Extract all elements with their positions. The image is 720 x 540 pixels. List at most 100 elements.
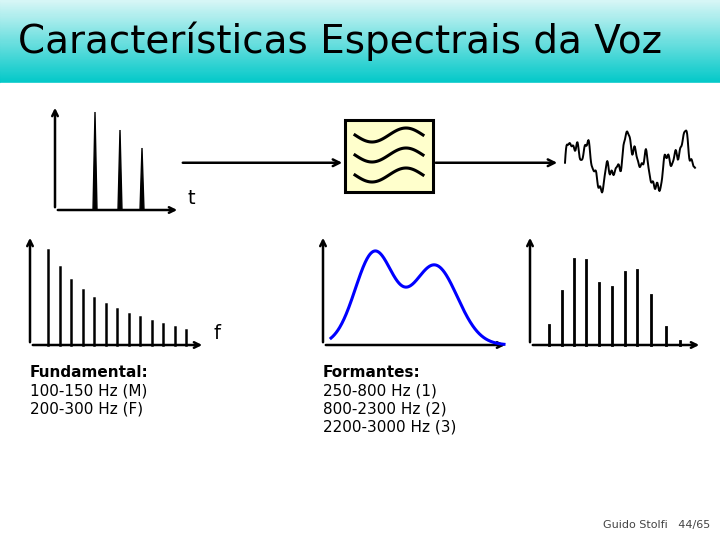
Bar: [0, 516, 720, 517]
Bar: [0, 8, 720, 9]
Bar: [0, 525, 720, 526]
Bar: [0, 526, 720, 527]
Text: 100-150 Hz (M): 100-150 Hz (M): [30, 383, 148, 398]
Bar: [0, 520, 720, 521]
Bar: [0, 66, 720, 68]
Bar: [0, 6, 720, 7]
Bar: [0, 537, 720, 538]
Bar: [0, 17, 720, 19]
Bar: [0, 506, 720, 507]
Bar: [0, 463, 720, 464]
Bar: [0, 10, 720, 11]
Bar: [0, 83, 720, 540]
Bar: [0, 60, 720, 62]
Bar: [0, 78, 720, 80]
Bar: [0, 512, 720, 513]
Bar: [0, 4, 720, 5]
Bar: [0, 513, 720, 514]
Bar: [0, 527, 720, 528]
Bar: [0, 52, 720, 54]
Bar: [0, 53, 720, 55]
Bar: [0, 65, 720, 66]
Bar: [0, 477, 720, 478]
Bar: [0, 47, 720, 49]
Text: t: t: [188, 189, 196, 208]
Bar: [0, 29, 720, 30]
Bar: [0, 31, 720, 32]
Bar: [0, 69, 720, 71]
Bar: [0, 464, 720, 465]
Bar: [0, 63, 720, 64]
Bar: [0, 494, 720, 495]
Bar: [0, 509, 720, 510]
Bar: [0, 468, 720, 469]
Bar: [0, 528, 720, 529]
Bar: [0, 46, 720, 48]
Bar: [0, 460, 720, 461]
Bar: [0, 9, 720, 10]
Bar: [0, 68, 720, 70]
Bar: [0, 43, 720, 45]
Bar: [0, 37, 720, 38]
Bar: [0, 64, 720, 65]
Bar: [0, 480, 720, 481]
Bar: [0, 55, 720, 56]
Bar: [0, 491, 720, 492]
Bar: [0, 16, 720, 18]
Bar: [0, 457, 720, 458]
Bar: [0, 523, 720, 524]
Bar: [0, 510, 720, 511]
Bar: [0, 33, 720, 34]
Bar: [0, 14, 720, 16]
Bar: [0, 3, 720, 4]
Bar: [0, 535, 720, 536]
Bar: [0, 465, 720, 466]
Bar: [0, 26, 720, 28]
Bar: [0, 502, 720, 503]
Bar: [0, 507, 720, 508]
Bar: [0, 76, 720, 78]
Bar: [0, 42, 720, 44]
Bar: [0, 80, 720, 82]
Bar: [0, 62, 720, 63]
Text: Fundamental:: Fundamental:: [30, 365, 149, 380]
Bar: [0, 536, 720, 537]
Bar: [0, 60, 720, 61]
Bar: [0, 28, 720, 29]
Bar: [0, 75, 720, 77]
Bar: [0, 511, 720, 512]
Bar: [0, 504, 720, 505]
Polygon shape: [93, 112, 97, 210]
Bar: [0, 49, 720, 51]
Bar: [0, 35, 720, 36]
Text: Características Espectrais da Voz: Características Espectrais da Voz: [18, 22, 662, 61]
Bar: [0, 20, 720, 22]
Bar: [0, 499, 720, 500]
Bar: [0, 478, 720, 479]
Bar: [0, 24, 720, 26]
Bar: [0, 71, 720, 72]
Bar: [0, 488, 720, 489]
Bar: [0, 518, 720, 519]
Bar: [0, 82, 720, 83]
Bar: [0, 0, 720, 1]
Bar: [0, 490, 720, 491]
Bar: [0, 530, 720, 531]
Bar: [0, 483, 720, 484]
Bar: [0, 495, 720, 496]
Bar: [0, 39, 720, 40]
Bar: [0, 474, 720, 475]
Bar: [0, 492, 720, 493]
Polygon shape: [140, 148, 144, 210]
Bar: [0, 493, 720, 494]
Bar: [0, 514, 720, 515]
Text: 250-800 Hz (1): 250-800 Hz (1): [323, 383, 437, 398]
Bar: [0, 471, 720, 472]
Bar: [0, 486, 720, 487]
Bar: [0, 44, 720, 46]
Bar: [0, 2, 720, 3]
Bar: [0, 25, 720, 27]
Bar: [0, 496, 720, 497]
Bar: [0, 532, 720, 533]
Bar: [0, 18, 720, 20]
